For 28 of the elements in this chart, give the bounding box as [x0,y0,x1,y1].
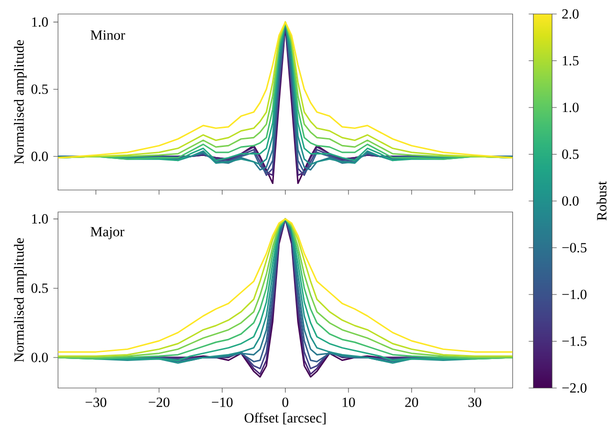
y-tick-label: 0.0 [31,352,48,362]
x-axis-title: Offset [arcsec] [244,412,326,424]
x-tick-label: −10 [212,398,233,408]
y-axis-title: Normalised amplitude [14,40,27,164]
x-tick-label: 10 [342,398,355,408]
color-bar-label: 0.0 [562,196,579,206]
annotation: Minor [90,30,126,40]
color-bar-label: −1.5 [562,336,586,346]
color-bar-label: −1.0 [562,290,586,300]
y-tick-label: 0.5 [31,283,48,293]
y-tick-label: 1.0 [32,17,48,27]
annotation: Major [90,226,124,240]
x-tick-label: −20 [148,398,170,408]
y-tick-label: 1.0 [32,214,48,224]
y-tick-label: 0.5 [31,84,48,94]
x-tick-label: 30 [468,398,482,408]
y-tick-label: 0.0 [31,152,48,162]
color-bar-title: Robust [596,181,606,220]
x-tick-label: −30 [86,398,106,408]
x-tick-label: 0 [282,398,288,408]
x-tick-label: 20 [405,398,418,408]
color-bar-label: 1.0 [562,102,579,112]
y-axis-title: Normalised amplitude [14,238,27,362]
color-bar-label: −0.5 [562,242,586,252]
color-bar-label: 1.5 [562,56,579,66]
color-bar-label: −2.0 [562,383,586,393]
color-bar-label: 0.5 [562,149,579,159]
color-bar-label: 2.0 [562,9,579,19]
